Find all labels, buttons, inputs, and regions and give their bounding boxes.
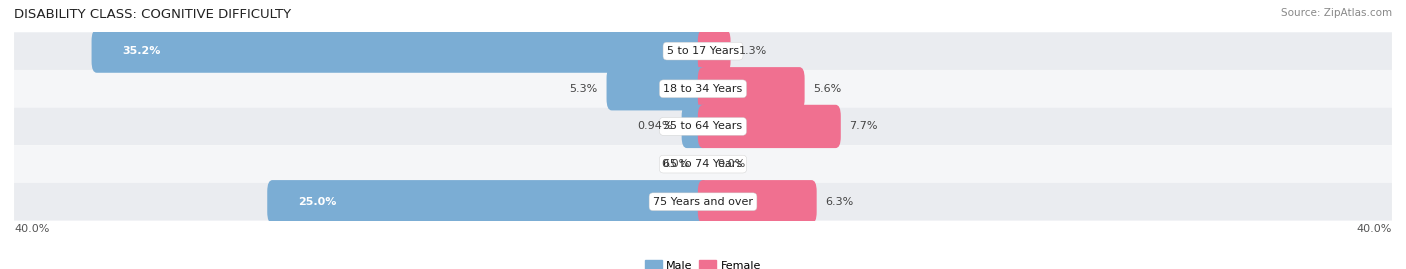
Text: 75 Years and over: 75 Years and over xyxy=(652,197,754,207)
FancyBboxPatch shape xyxy=(697,29,731,73)
FancyBboxPatch shape xyxy=(697,180,817,223)
Text: Source: ZipAtlas.com: Source: ZipAtlas.com xyxy=(1281,8,1392,18)
Text: 40.0%: 40.0% xyxy=(1357,224,1392,233)
Text: 5 to 17 Years: 5 to 17 Years xyxy=(666,46,740,56)
Text: 25.0%: 25.0% xyxy=(298,197,336,207)
Text: DISABILITY CLASS: COGNITIVE DIFFICULTY: DISABILITY CLASS: COGNITIVE DIFFICULTY xyxy=(14,8,291,21)
Text: 7.7%: 7.7% xyxy=(849,121,877,132)
Text: 35.2%: 35.2% xyxy=(122,46,160,56)
FancyBboxPatch shape xyxy=(14,183,1392,221)
Text: 65 to 74 Years: 65 to 74 Years xyxy=(664,159,742,169)
FancyBboxPatch shape xyxy=(14,70,1392,108)
FancyBboxPatch shape xyxy=(697,67,804,110)
Text: 1.3%: 1.3% xyxy=(740,46,768,56)
FancyBboxPatch shape xyxy=(14,32,1392,70)
FancyBboxPatch shape xyxy=(267,180,709,223)
Text: 40.0%: 40.0% xyxy=(14,224,49,233)
FancyBboxPatch shape xyxy=(606,67,709,110)
FancyBboxPatch shape xyxy=(91,29,709,73)
FancyBboxPatch shape xyxy=(682,105,709,148)
Text: 0.94%: 0.94% xyxy=(637,121,673,132)
FancyBboxPatch shape xyxy=(14,108,1392,145)
FancyBboxPatch shape xyxy=(697,105,841,148)
Legend: Male, Female: Male, Female xyxy=(641,256,765,269)
Text: 0.0%: 0.0% xyxy=(661,159,689,169)
Text: 6.3%: 6.3% xyxy=(825,197,853,207)
FancyBboxPatch shape xyxy=(14,145,1392,183)
Text: 18 to 34 Years: 18 to 34 Years xyxy=(664,84,742,94)
Text: 0.0%: 0.0% xyxy=(717,159,745,169)
Text: 5.3%: 5.3% xyxy=(569,84,598,94)
Text: 35 to 64 Years: 35 to 64 Years xyxy=(664,121,742,132)
Text: 5.6%: 5.6% xyxy=(813,84,841,94)
